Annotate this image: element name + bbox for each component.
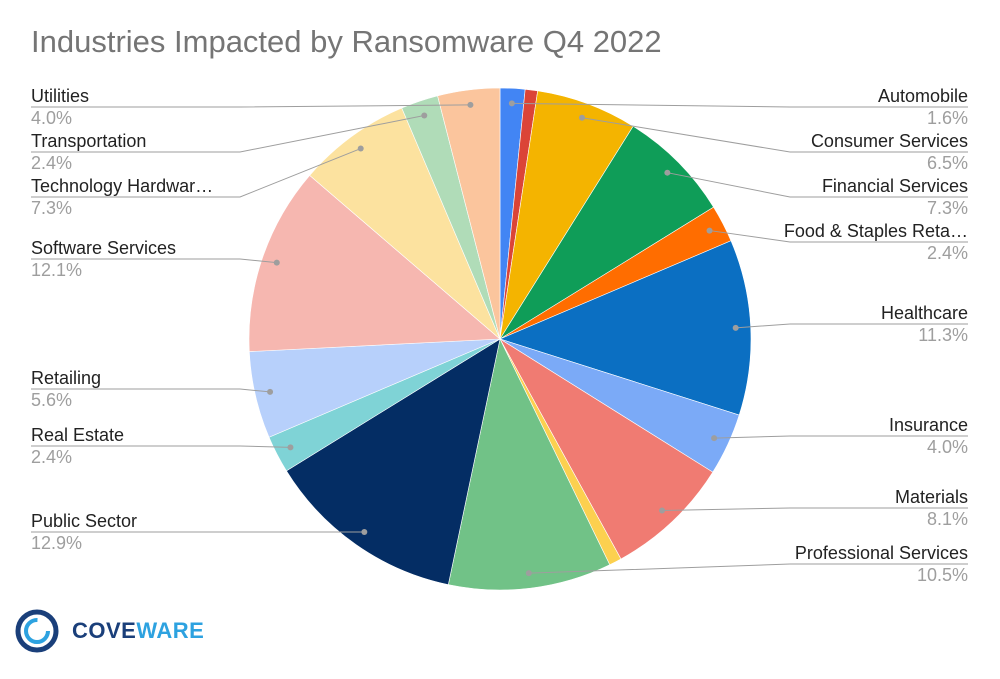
slice-label-name: Public Sector xyxy=(31,511,138,531)
pie-slice-materials xyxy=(499,338,714,560)
leader-dot xyxy=(357,145,364,152)
slice-label: Transportation 2.4% xyxy=(31,130,331,174)
slice-label-name: Food & Staples Reta… xyxy=(783,221,968,241)
leader-line xyxy=(667,172,968,198)
slice-label-percent: 5.6% xyxy=(31,390,73,410)
slice-label-name: Financial Services xyxy=(821,176,968,196)
slice-label-percent: 8.1% xyxy=(926,509,968,529)
pie-slice-software-services xyxy=(248,174,501,352)
slice-label: Utilities 4.0% xyxy=(31,85,331,129)
leader-dot xyxy=(664,169,671,176)
pie-slice-utilities xyxy=(437,87,501,340)
slice-label: Automobile 1.6% xyxy=(668,85,968,129)
slice-label-name: Healthcare xyxy=(880,303,968,323)
slice-label-name: Automobile xyxy=(877,86,968,106)
slice-label-percent: 4.0% xyxy=(926,437,968,457)
coveware-logo-text: COVEWARE xyxy=(72,618,205,643)
slice-label-percent: 2.4% xyxy=(31,153,73,173)
slice-label-percent: 12.9% xyxy=(31,533,83,553)
slice-label-name: Technology Hardwar… xyxy=(31,176,214,196)
coveware-logo: COVEWARE xyxy=(14,608,204,654)
slice-label-name: Retailing xyxy=(31,368,102,388)
slice-label: Retailing 5.6% xyxy=(31,367,331,411)
leader-line xyxy=(528,563,968,574)
leader-dot xyxy=(273,259,280,266)
leader-line xyxy=(735,323,968,329)
slice-label: Software Services 12.1% xyxy=(31,237,331,281)
pie-slice-financial-services xyxy=(499,125,715,340)
slice-label: Food & Staples Reta… 2.4% xyxy=(668,220,968,264)
pie-slice-technology-hardwar xyxy=(309,107,501,340)
leader-line xyxy=(511,102,968,108)
slice-label: Professional Services 10.5% xyxy=(668,542,968,586)
leader-line xyxy=(31,258,277,264)
pie-slices xyxy=(248,87,752,591)
leader-line xyxy=(714,435,968,439)
leader-dot xyxy=(732,324,739,331)
slice-label-percent: 2.4% xyxy=(926,243,968,263)
slice-label-name: Insurance xyxy=(888,415,968,435)
slice-label: Insurance 4.0% xyxy=(668,414,968,458)
leader-line xyxy=(31,445,291,448)
slice-label: Materials 8.1% xyxy=(668,486,968,530)
slice-label: Technology Hardwar… 7.3% xyxy=(31,175,331,219)
slice-label-percent: 1.6% xyxy=(926,108,968,128)
leader-dot xyxy=(579,114,586,121)
slice-label-percent: 2.4% xyxy=(31,447,73,467)
chart-title: Industries Impacted by Ransomware Q4 202… xyxy=(31,24,662,59)
leader-line xyxy=(31,148,361,198)
slice-label-percent: 7.3% xyxy=(926,198,968,218)
slice-label-percent: 11.3% xyxy=(918,325,968,345)
leader-dot xyxy=(508,100,515,107)
slice-label-name: Consumer Services xyxy=(810,131,968,151)
slice-label-name: Real Estate xyxy=(31,425,125,445)
slice-label-name: Transportation xyxy=(31,131,147,151)
leader-dot xyxy=(706,227,713,234)
slice-label-name: Materials xyxy=(894,487,968,507)
leader-dot xyxy=(421,112,428,119)
coveware-ring-icon xyxy=(15,609,59,653)
leader-dot xyxy=(361,529,368,536)
slice-label-name: Utilities xyxy=(31,86,90,106)
slice-label: Public Sector 12.9% xyxy=(31,510,331,554)
leader-lines xyxy=(31,100,968,577)
leader-dot xyxy=(267,388,274,395)
slice-label-percent: 10.5% xyxy=(916,565,968,585)
leader-line xyxy=(662,507,968,511)
leader-line xyxy=(709,230,968,243)
leader-dot xyxy=(287,444,294,451)
slice-label-percent: 12.1% xyxy=(31,260,83,280)
leader-dot xyxy=(659,507,666,514)
leader-dot xyxy=(525,570,532,577)
slice-label: Healthcare 11.3% xyxy=(668,302,968,346)
slice-label: Financial Services 7.3% xyxy=(668,175,968,219)
pie-slice-professional-services xyxy=(447,338,611,591)
leader-dot xyxy=(467,101,474,108)
slice-label-percent: 4.0% xyxy=(31,108,73,128)
slice-label-name: Software Services xyxy=(31,238,177,258)
leader-line xyxy=(581,117,968,153)
slice-label-name: Professional Services xyxy=(794,543,968,563)
leader-line xyxy=(31,115,425,153)
slice-label-percent: 7.3% xyxy=(31,198,73,218)
pie-slice-public-sector xyxy=(285,338,501,585)
slice-label: Real Estate 2.4% xyxy=(31,424,331,468)
slice-label-percent: 6.5% xyxy=(926,153,968,173)
leader-line xyxy=(31,104,471,108)
slice-label: Consumer Services 6.5% xyxy=(668,130,968,174)
leader-line xyxy=(31,388,271,393)
leader-dot xyxy=(711,435,718,442)
